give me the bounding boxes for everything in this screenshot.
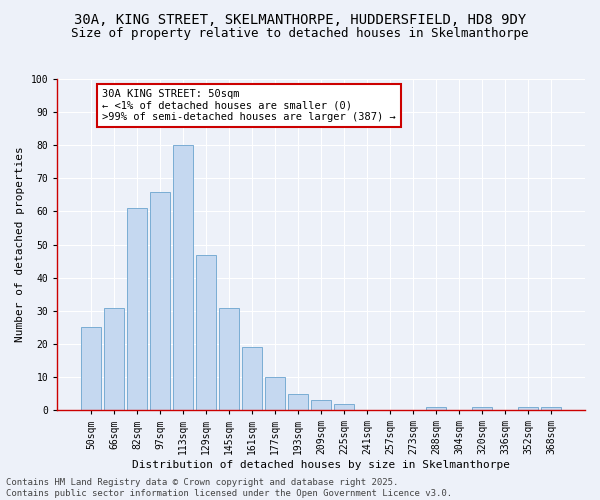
Bar — [265, 377, 285, 410]
Bar — [334, 404, 354, 410]
X-axis label: Distribution of detached houses by size in Skelmanthorpe: Distribution of detached houses by size … — [132, 460, 510, 470]
Bar — [242, 347, 262, 410]
Text: 30A KING STREET: 50sqm
← <1% of detached houses are smaller (0)
>99% of semi-det: 30A KING STREET: 50sqm ← <1% of detached… — [103, 89, 396, 122]
Bar — [289, 394, 308, 410]
Bar — [219, 308, 239, 410]
Bar — [518, 407, 538, 410]
Bar — [472, 407, 492, 410]
Bar — [541, 407, 561, 410]
Y-axis label: Number of detached properties: Number of detached properties — [15, 146, 25, 342]
Bar — [150, 192, 170, 410]
Bar — [104, 308, 124, 410]
Text: 30A, KING STREET, SKELMANTHORPE, HUDDERSFIELD, HD8 9DY: 30A, KING STREET, SKELMANTHORPE, HUDDERS… — [74, 12, 526, 26]
Text: Contains HM Land Registry data © Crown copyright and database right 2025.
Contai: Contains HM Land Registry data © Crown c… — [6, 478, 452, 498]
Text: Size of property relative to detached houses in Skelmanthorpe: Size of property relative to detached ho… — [71, 28, 529, 40]
Bar — [127, 208, 147, 410]
Bar — [311, 400, 331, 410]
Bar — [173, 145, 193, 410]
Bar — [427, 407, 446, 410]
Bar — [81, 328, 101, 410]
Bar — [196, 254, 216, 410]
